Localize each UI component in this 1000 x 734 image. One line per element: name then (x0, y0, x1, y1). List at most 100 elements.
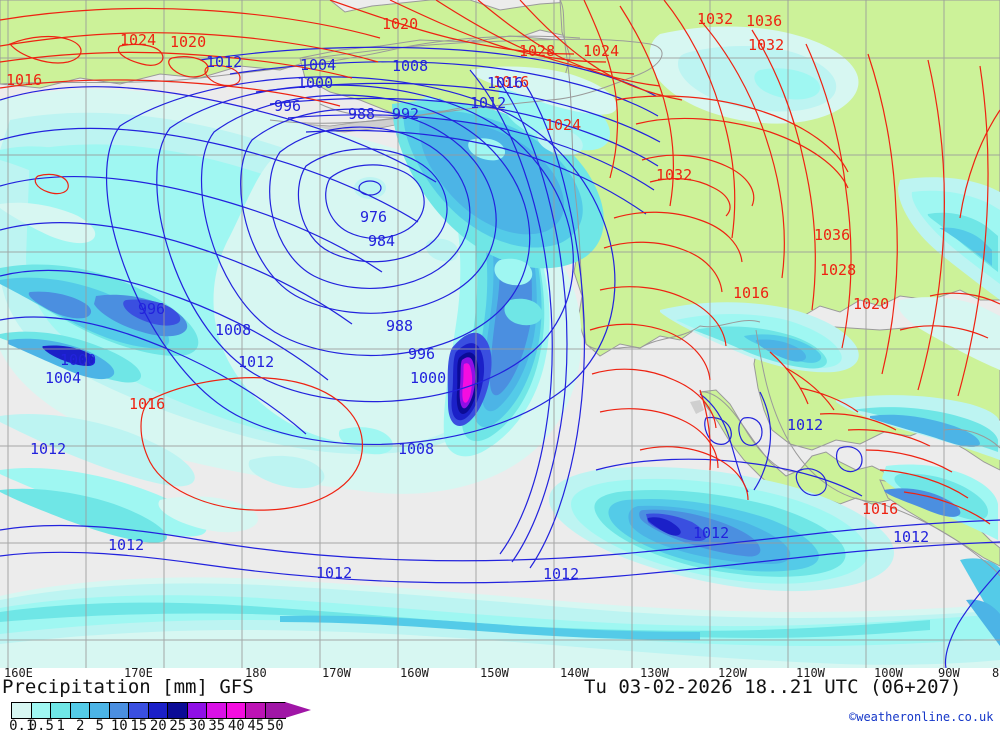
isobar-label-1024: 1024 (583, 42, 620, 60)
colorbar-swatch-10[interactable] (109, 703, 129, 718)
colorbar-tick-40: 40 (227, 718, 245, 734)
isobar-label-988: 988 (386, 317, 414, 335)
longitude-label-160W: 160W (400, 666, 429, 680)
isobar-label-1016: 1016 (129, 395, 166, 413)
colorbar-tick-2: 2 (76, 718, 85, 734)
colorbar-tick-35: 35 (208, 718, 226, 734)
colorbar-tick-20: 20 (149, 718, 167, 734)
longitude-label-80: 80 (992, 666, 1000, 680)
isobar-label-1032: 1032 (697, 10, 734, 28)
isobar-label-996: 996 (138, 300, 166, 318)
isobar-label-996: 996 (274, 97, 302, 115)
model-run-info: Tu 03-02-2026 18..21 UTC (06+207) (584, 676, 962, 698)
isobar-label-1000: 1000 (297, 74, 334, 92)
map-caption: Precipitation [mm] GFS (2, 676, 254, 698)
isobar-label-1012: 1012 (787, 416, 824, 434)
isobar-label-1032: 1032 (748, 36, 785, 54)
isobar-label-1012: 1012 (893, 528, 930, 546)
isobar-label-1004: 1004 (45, 369, 82, 387)
colorbar-swatch-0.5[interactable] (31, 703, 51, 718)
isobar-label-1036: 1036 (814, 226, 851, 244)
colorbar-swatch-1[interactable] (51, 703, 71, 718)
longitude-label-90W: 90W (938, 666, 960, 680)
isobar-label-1016: 1016 (862, 500, 899, 518)
isobar-label-1024: 1024 (120, 31, 157, 49)
map-svg (0, 0, 1000, 668)
isobar-label-1004: 1004 (300, 56, 337, 74)
colorbar-overflow-arrow-icon (285, 702, 311, 718)
longitude-label-170E: 170E (124, 666, 153, 680)
isobar-label-976: 976 (360, 208, 388, 226)
colorbar-tick-15: 15 (130, 718, 148, 734)
isobar-label-1016: 1016 (733, 284, 770, 302)
colorbar-tick-0.5: 0.5 (28, 718, 54, 734)
colorbar-swatch-30[interactable] (187, 703, 207, 718)
longitude-label-110W: 110W (796, 666, 825, 680)
bottom-panel: 160E 170E 180 170W 160W 150W 140W 130W 120W 110W 1… (0, 666, 1000, 734)
isobar-label-1012: 1012 (108, 536, 145, 554)
isobar-label-1012: 1012 (238, 353, 275, 371)
colorbar-swatch-45[interactable] (246, 703, 266, 718)
isobar-high-layer (0, 0, 1000, 525)
colorbar-swatch-40[interactable] (226, 703, 246, 718)
longitude-label-170W: 170W (322, 666, 351, 680)
isobar-label-1012: 1012 (206, 53, 243, 71)
isobar-label-1032: 1032 (656, 166, 693, 184)
isobar-label-1012: 1012 (693, 524, 730, 542)
colorbar-tick-30: 30 (188, 718, 206, 734)
isobar-label-1012: 1012 (543, 565, 580, 583)
isobar-label-1016: 1016 (6, 71, 43, 89)
isobar-label-1012: 1012 (470, 94, 507, 112)
isobar-label-1020: 1020 (853, 295, 890, 313)
longitude-label-150W: 150W (480, 666, 509, 680)
colorbar-swatch-5[interactable] (90, 703, 110, 718)
isobar-label-1012: 1012 (30, 440, 67, 458)
graticule-layer (0, 0, 1000, 668)
isobar-label-1008: 1008 (392, 57, 429, 75)
isobar-label-1028: 1028 (519, 42, 556, 60)
isobar-label-1036: 1036 (746, 12, 783, 30)
colorbar-swatch-50[interactable] (265, 703, 285, 718)
colorbar-tick-50: 50 (266, 718, 284, 734)
isobar-label-1000: 1000 (60, 351, 97, 369)
colorbar-swatch-20[interactable] (148, 703, 168, 718)
isobar-label-1008: 1008 (215, 321, 252, 339)
isobar-label-1012: 1012 (316, 564, 353, 582)
longitude-label-140W: 140W (560, 666, 589, 680)
isobar-label-1028: 1028 (820, 261, 857, 279)
colorbar-tick-5: 5 (95, 718, 104, 734)
longitude-label-120W: 120W (718, 666, 747, 680)
isobar-label-1016: 1016 (493, 73, 530, 91)
longitude-label-160E: 160E (4, 666, 33, 680)
isobar-label-984: 984 (368, 232, 396, 250)
colorbar-tick-0.1: 0.1 (9, 718, 35, 734)
isobar-label-1016: 1016 (487, 74, 524, 92)
isobar-label-1000: 1000 (410, 369, 447, 387)
isobar-label-992: 992 (392, 105, 420, 123)
isobar-label-1020: 1020 (382, 15, 419, 33)
colorbar-swatch-15[interactable] (129, 703, 149, 718)
isobar-low-layer (0, 46, 1000, 668)
colorbar-swatch-0.1[interactable] (12, 703, 32, 718)
colorbar-tick-1: 1 (56, 718, 65, 734)
isobar-label-1008: 1008 (398, 440, 435, 458)
colorbar-tick-labels: 0.1 0.5 1 2 5 10 15 20 25 30 35 40 45 50 (0, 718, 320, 734)
map-canvas[interactable]: 1024 1020 1020 1016 1028 1024 1032 1036 1032 1016… (0, 0, 1000, 668)
colorbar-tick-10: 10 (110, 718, 128, 734)
isobar-label-988: 988 (348, 105, 376, 123)
colorbar-swatch-35[interactable] (207, 703, 227, 718)
colorbar-swatch-2[interactable] (70, 703, 90, 718)
precipitation-layer (0, 26, 1000, 668)
isobar-label-1024: 1024 (545, 116, 582, 134)
isobar-label-996: 996 (408, 345, 436, 363)
longitude-label-180: 180 (245, 666, 267, 680)
precipitation-colorbar[interactable] (11, 702, 286, 719)
colorbar-swatch-25[interactable] (168, 703, 188, 718)
copyright-credit: ©weatheronline.co.uk (849, 710, 994, 724)
longitude-label-130W: 130W (640, 666, 669, 680)
colorbar-tick-25: 25 (169, 718, 187, 734)
longitude-label-100W: 100W (874, 666, 903, 680)
colorbar-tick-45: 45 (247, 718, 265, 734)
isobar-label-1020: 1020 (170, 33, 207, 51)
